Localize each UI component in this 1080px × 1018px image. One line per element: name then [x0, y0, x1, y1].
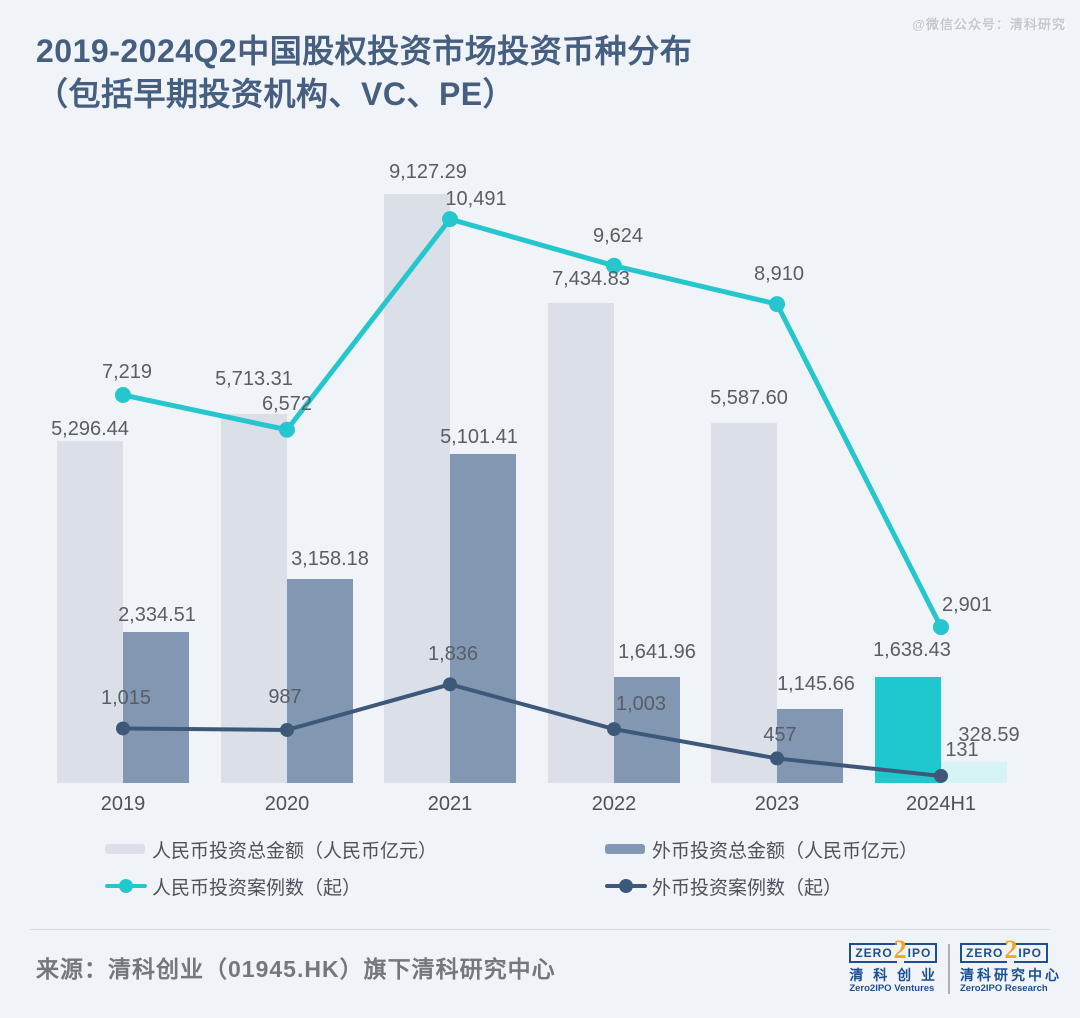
line-value-label: 131: [945, 738, 979, 761]
line-value-label: 7,219: [101, 360, 153, 383]
logo-divider: [948, 943, 950, 994]
legend-line-swatch: [105, 875, 147, 897]
data-point-marker: [769, 296, 785, 313]
bar-rmb-2021: [384, 194, 450, 783]
legend-label: 外币投资总金额（人民币亿元）: [652, 840, 919, 862]
line-value-label: 9,624: [592, 224, 644, 247]
logo-two-numeral: 2: [893, 935, 907, 964]
logo-ventures-english-name: Zero2IPO Ventures: [849, 983, 935, 994]
line-value-label: 1,836: [427, 643, 479, 666]
x-axis-label-2024H1: 2024H1: [905, 793, 977, 815]
x-axis-label-2022: 2022: [591, 793, 637, 815]
legend-item-2: 人民币投资案例数（起）: [105, 875, 362, 899]
bar-value-label: 5,587.60: [710, 386, 788, 409]
legend-bar-swatch: [105, 844, 145, 854]
zero2ipo-research-badge: ZERO 2 IPO: [960, 935, 1049, 964]
bar-value-label: 3,158.18: [291, 548, 369, 571]
legend-label: 外币投资案例数（起）: [652, 877, 843, 899]
line-value-label: 10,491: [445, 188, 507, 211]
bar-value-label: 1,145.66: [777, 673, 855, 696]
logo-ipo-text: IPO: [1014, 943, 1049, 963]
bar-foreign-2021: [450, 453, 516, 783]
data-point-marker: [933, 619, 949, 636]
x-axis-label-2020: 2020: [264, 793, 310, 815]
logo-research-chinese-name: 清科研究中心: [960, 967, 1062, 983]
logo-ventures-chinese-name: 清 科 创 业: [849, 967, 938, 983]
logo-zero-text: ZERO: [849, 943, 897, 963]
logo-group: ZERO 2 IPO 清 科 创 业 Zero2IPO Ventures ZER…: [849, 935, 1062, 995]
legend-item-0: 人民币投资总金额（人民币亿元）: [105, 838, 438, 862]
bar-value-label: 5,101.41: [440, 425, 518, 448]
bar-rmb-2019: [57, 441, 123, 783]
bar-rmb-2020: [221, 414, 287, 783]
logo-zero-text: ZERO: [960, 943, 1008, 963]
bar-value-label: 328.59: [958, 723, 1020, 746]
legend-line-swatch: [605, 875, 647, 897]
legend-label: 人民币投资案例数（起）: [152, 877, 362, 899]
bar-value-label: 2,334.51: [118, 604, 196, 627]
x-axis-label-2023: 2023: [754, 793, 800, 815]
page-title: 2019-2024Q2中国股权投资市场投资币种分布 （包括早期投资机构、VC、PE…: [36, 30, 692, 116]
line-value-label: 8,910: [753, 263, 805, 286]
bar-foreign-2024H1: [941, 761, 1007, 783]
title-line-2: （包括早期投资机构、VC、PE）: [36, 76, 516, 112]
logo-zero2ipo-research: ZERO 2 IPO 清科研究中心 Zero2IPO Research: [960, 935, 1062, 995]
line-value-label: 1,003: [615, 693, 667, 716]
legend-item-3: 外币投资案例数（起）: [605, 875, 843, 899]
bar-foreign-2020: [287, 579, 353, 783]
x-axis-label-2019: 2019: [100, 793, 146, 815]
zero2ipo-ventures-badge: ZERO 2 IPO: [849, 935, 938, 964]
title-line-1: 2019-2024Q2中国股权投资市场投资币种分布: [36, 33, 693, 69]
line-value-label: 6,572: [261, 392, 313, 415]
legend-line-dot: [119, 879, 133, 893]
bar-value-label: 9,127.29: [389, 161, 467, 184]
logo-ipo-text: IPO: [903, 943, 938, 963]
line-value-label: 457: [763, 724, 797, 747]
line-value-label: 1,015: [100, 687, 152, 710]
source-text: 来源：清科创业（01945.HK）旗下清科研究中心: [36, 956, 556, 982]
line-value-label: 987: [268, 685, 302, 708]
bar-value-label: 1,638.43: [873, 639, 951, 662]
bar-value-label: 5,296.44: [51, 418, 129, 441]
data-point-marker: [115, 386, 131, 403]
bar-value-label: 7,434.83: [552, 268, 630, 291]
logo-two-numeral: 2: [1004, 935, 1018, 964]
line-value-label: 2,901: [941, 594, 993, 617]
watermark: @微信公众号：清科研究: [912, 17, 1066, 32]
bar-value-label: 1,641.96: [618, 641, 696, 664]
legend-bar-swatch: [605, 844, 645, 854]
legend-line-dot: [619, 879, 633, 893]
logo-research-english-name: Zero2IPO Research: [960, 983, 1048, 994]
legend-item-1: 外币投资总金额（人民币亿元）: [605, 838, 919, 862]
footer-divider: [30, 929, 1050, 930]
x-axis-label-2021: 2021: [427, 793, 473, 815]
legend-label: 人民币投资总金额（人民币亿元）: [152, 840, 438, 862]
logo-zero2ipo-ventures: ZERO 2 IPO 清 科 创 业 Zero2IPO Ventures: [849, 935, 938, 995]
